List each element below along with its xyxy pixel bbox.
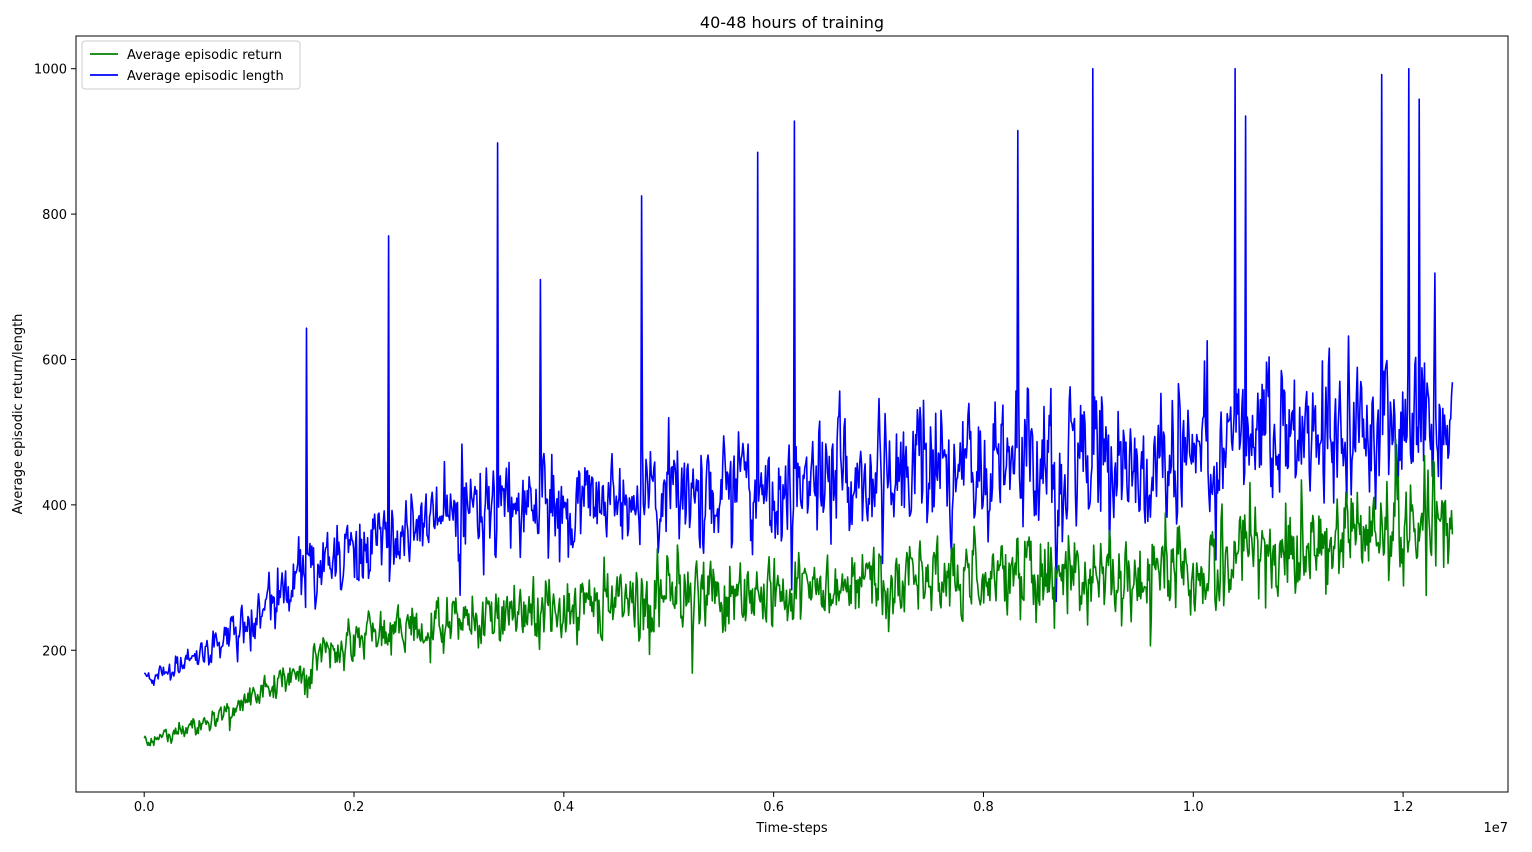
x-tick-label: 1.2 bbox=[1393, 800, 1414, 815]
x-axis-title: Time-steps bbox=[755, 821, 828, 836]
legend: Average episodic return Average episodic… bbox=[81, 40, 301, 90]
plot-area bbox=[143, 67, 1454, 747]
legend-label-return: Average episodic return bbox=[127, 48, 282, 63]
plot-frame bbox=[75, 35, 1509, 793]
y-tick-label: 800 bbox=[42, 208, 67, 223]
legend-label-length: Average episodic length bbox=[127, 69, 284, 84]
x-tick-label: 0.0 bbox=[134, 800, 155, 815]
x-tick-label: 0.8 bbox=[973, 800, 994, 815]
series-line-return bbox=[143, 438, 1454, 747]
y-tick-label: 1000 bbox=[34, 63, 67, 78]
y-axis-title: Average episodic return/length bbox=[11, 314, 26, 515]
series-line-length bbox=[143, 67, 1454, 686]
x-tick-label: 0.6 bbox=[763, 800, 784, 815]
y-tick-label: 400 bbox=[42, 499, 67, 514]
y-tick-label: 600 bbox=[42, 353, 67, 368]
chart-title: 40-48 hours of training bbox=[700, 13, 884, 32]
x-tick-label: 1.0 bbox=[1183, 800, 1204, 815]
y-tick-label: 200 bbox=[42, 644, 67, 659]
x-axis: 0.0 0.2 0.4 0.6 0.8 1.0 1.2 bbox=[134, 792, 1414, 815]
x-tick-label: 0.2 bbox=[344, 800, 365, 815]
legend-box bbox=[81, 40, 301, 90]
y-axis: 200 400 600 800 1000 bbox=[34, 63, 76, 659]
x-tick-label: 0.4 bbox=[553, 800, 574, 815]
x-axis-offset-label: 1e7 bbox=[1483, 821, 1508, 836]
